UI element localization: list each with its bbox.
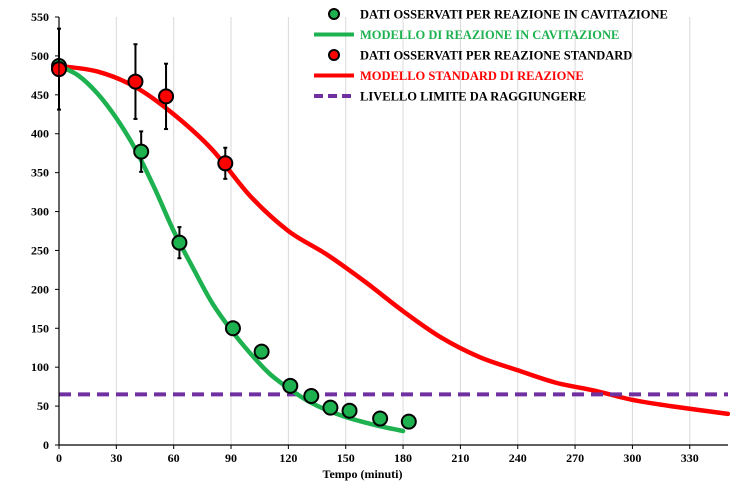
- cavitation-data-point: [282, 377, 299, 394]
- tick-labels: 0 50 100 150 200 250 300 350 400 450 500 550 0 30 60 90…: [31, 10, 699, 465]
- legend-marker-cavitation-points: [328, 8, 340, 20]
- x-tick-label: 210: [451, 451, 469, 465]
- y-tick-label: 400: [31, 127, 49, 141]
- y-tick-label: 300: [31, 205, 49, 219]
- legend-marker-standard-points: [328, 49, 340, 61]
- cavitation-data-point: [303, 387, 320, 404]
- legend-label-cavitation-points: DATI OSSERVATI PER REAZIONE IN CAVITAZIO…: [360, 8, 668, 22]
- y-tick-label: 150: [31, 321, 49, 335]
- y-tick-label: 450: [31, 88, 49, 102]
- y-tick-label: 100: [31, 360, 49, 374]
- legend: DATI OSSERVATI PER REAZIONE IN CAVITAZIO…: [314, 8, 668, 104]
- x-tick-label: 180: [394, 451, 412, 465]
- series-lines: [56, 63, 730, 434]
- x-tick-label: 330: [681, 451, 699, 465]
- legend-label-standard-model: MODELLO STANDARD DI REAZIONE: [360, 69, 584, 83]
- y-tick-label: 500: [31, 49, 49, 63]
- standard-data-point: [217, 155, 234, 172]
- axes: [55, 16, 728, 449]
- x-tick-label: 0: [56, 451, 62, 465]
- standard-data-point: [127, 73, 144, 90]
- cavitation-data-point: [224, 320, 241, 337]
- y-tick-label: 50: [37, 399, 49, 413]
- cavitation-data-point: [372, 410, 389, 427]
- grid-lines: [115, 17, 691, 445]
- cavitation-data-point: [322, 399, 339, 416]
- cavitation-data-point: [133, 143, 150, 160]
- y-tick-label: 0: [43, 438, 49, 452]
- x-tick-label: 240: [509, 451, 527, 465]
- cavitation-data-point: [171, 234, 188, 251]
- cavitation-data-point: [341, 402, 358, 419]
- cavitation-data-point: [400, 413, 417, 430]
- legend-label-standard-points: DATI OSSERVATI PER REAZIONE STANDARD: [360, 49, 632, 63]
- x-tick-label: 60: [168, 451, 180, 465]
- standard-data-point: [158, 88, 175, 105]
- x-tick-label: 150: [337, 451, 355, 465]
- x-tick-label: 120: [279, 451, 297, 465]
- x-axis-label: Tempo (minuti): [323, 467, 403, 481]
- legend-label-cavitation-model: MODELLO DI REAZIONE IN CAVITAZIONE: [360, 28, 619, 42]
- y-tick-label: 350: [31, 166, 49, 180]
- x-tick-label: 30: [110, 451, 122, 465]
- x-tick-label: 270: [566, 451, 584, 465]
- y-tick-label: 550: [31, 10, 49, 24]
- cavitation-data-point: [253, 343, 270, 360]
- standard-model-line: [56, 63, 730, 417]
- x-tick-label: 90: [225, 451, 237, 465]
- series-points: [51, 27, 417, 430]
- legend-label-limit-line: LIVELLO LIMITE DA RAGGIUNGERE: [360, 90, 586, 104]
- y-tick-label: 250: [31, 243, 49, 257]
- y-tick-label: 200: [31, 282, 49, 296]
- x-tick-label: 300: [623, 451, 641, 465]
